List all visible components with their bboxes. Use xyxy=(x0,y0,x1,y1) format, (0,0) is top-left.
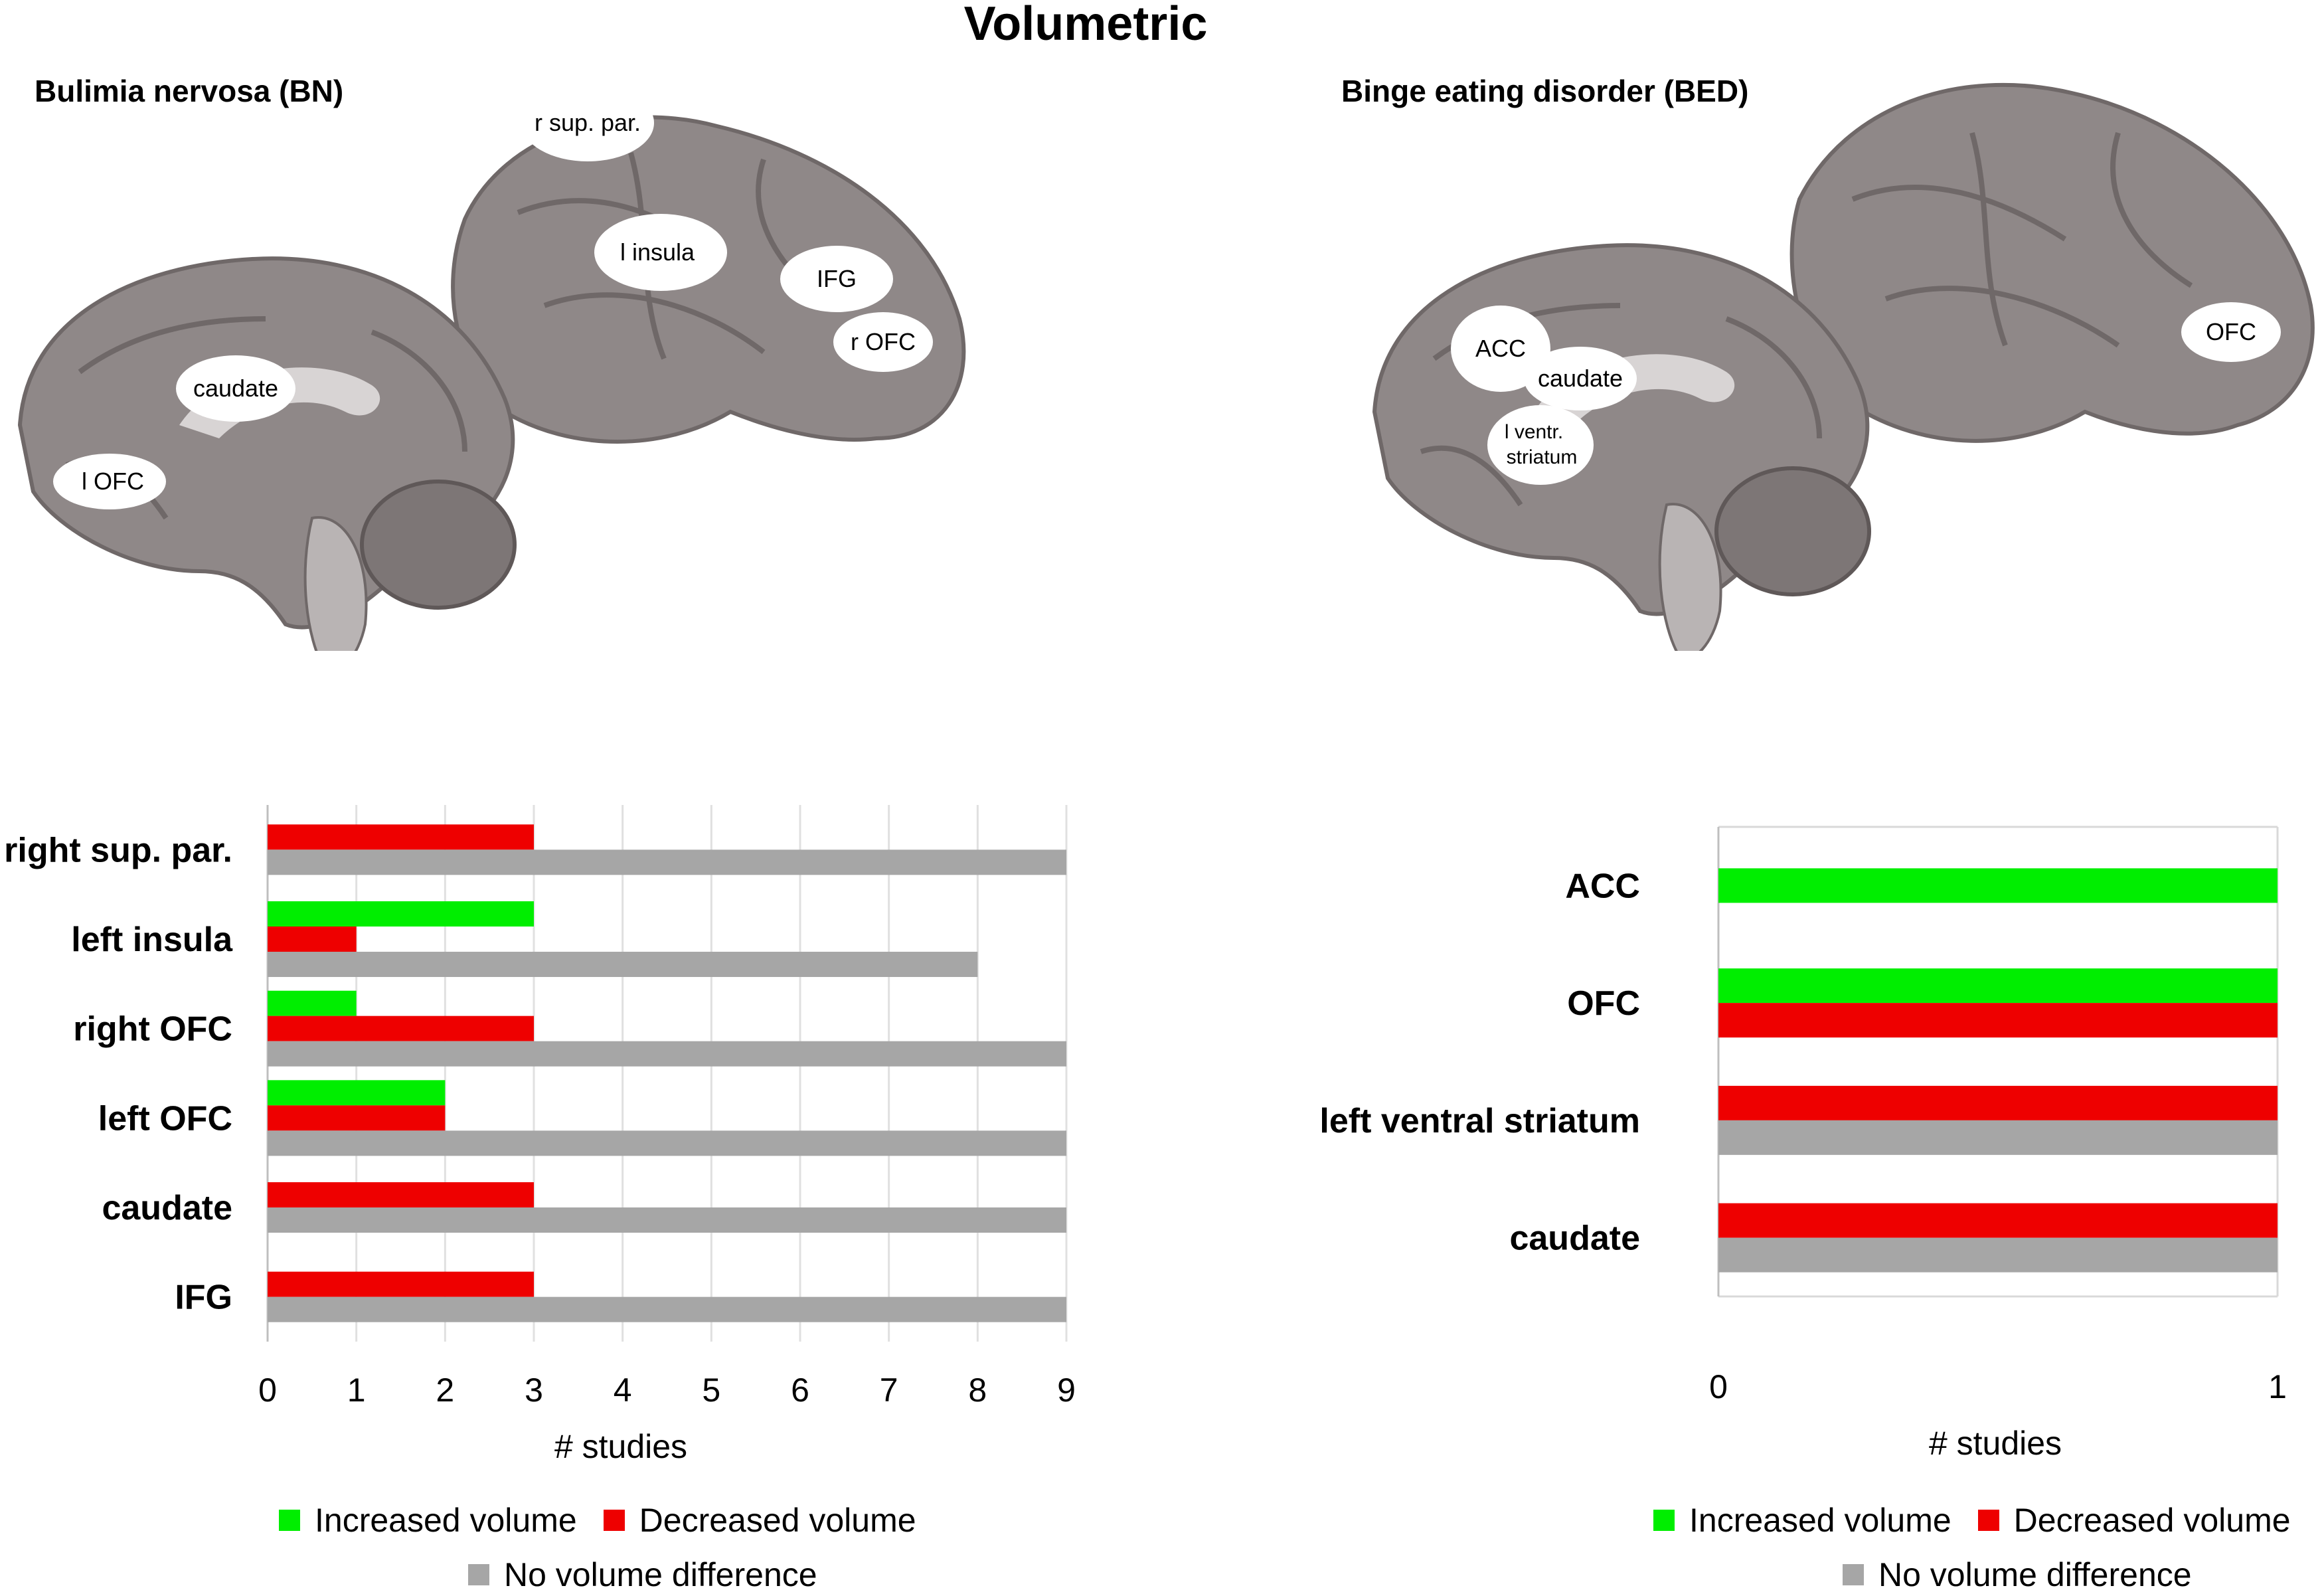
bed-x-axis-label: # studies xyxy=(1929,1425,2062,1461)
bn-region-label-bg xyxy=(594,214,727,291)
legend-decreased-swatch xyxy=(1977,1510,1999,1531)
y-category-label: caudate xyxy=(102,1189,232,1227)
bed-region-label-bg xyxy=(1487,405,1594,485)
y-category-label: left ventral striatum xyxy=(1319,1102,1640,1140)
bn-region-label-bg xyxy=(833,312,933,372)
bed-region-label-bg xyxy=(2181,302,2281,362)
bar-none xyxy=(268,849,1066,875)
bar-decreased xyxy=(1718,1203,2278,1238)
bar-decreased xyxy=(1718,1003,2278,1038)
x-tick-label: 4 xyxy=(614,1372,632,1409)
x-tick-label: 6 xyxy=(791,1372,809,1409)
x-tick-label: 9 xyxy=(1057,1372,1076,1409)
y-category-label: left OFC xyxy=(98,1099,232,1138)
y-category-label: IFG xyxy=(175,1279,232,1317)
legend-increased-swatch xyxy=(1653,1510,1675,1531)
y-category-label: right sup. par. xyxy=(4,831,232,869)
bar-increased xyxy=(268,1080,446,1106)
legend-none-swatch xyxy=(1843,1564,1864,1585)
y-category-label: right OFC xyxy=(73,1010,232,1049)
x-tick-label: 0 xyxy=(1709,1368,1728,1405)
bn-region-label: l insula xyxy=(620,238,695,266)
bar-increased xyxy=(1718,968,2278,1004)
bar-none xyxy=(1718,1237,2278,1273)
bed-brain-illustration: ACC caudate l ventr. striatum OFC xyxy=(1372,82,2315,651)
bn-region-label: caudate xyxy=(193,375,278,402)
legend-decreased-swatch xyxy=(603,1510,625,1531)
bn-legend: Increased volume Decreased volume No vol… xyxy=(0,1501,1162,1594)
legend-decreased-label: Decreased volume xyxy=(2013,1502,2291,1539)
x-tick-label: 1 xyxy=(347,1372,366,1409)
bar-increased xyxy=(268,901,534,927)
x-tick-label: 3 xyxy=(525,1372,543,1409)
bar-increased xyxy=(1718,868,2278,903)
x-tick-label: 2 xyxy=(436,1372,454,1409)
y-category-label: caudate xyxy=(1509,1219,1640,1258)
y-category-label: left insula xyxy=(71,921,233,959)
bn-region-label: r OFC xyxy=(851,328,916,355)
bn-brain-panel: Bulimia nervosa (BN) r sup. par. l insul… xyxy=(0,53,996,651)
bar-none xyxy=(268,1041,1066,1067)
figure-title: Volumetric xyxy=(963,0,1208,50)
bar-increased xyxy=(268,990,357,1016)
bed-brain-panel: Binge eating disorder (BED) ACC caudate … xyxy=(1321,53,2324,651)
bed-panel-title: Binge eating disorder (BED) xyxy=(1341,74,1749,108)
bar-decreased xyxy=(268,1182,534,1207)
bed-legend: Increased volume Decreased volume No vol… xyxy=(1162,1501,2324,1594)
bed-region-label: striatum xyxy=(1507,446,1578,468)
legend-increased-label: Increased volume xyxy=(1689,1502,1951,1539)
bed-region-label: OFC xyxy=(2206,318,2256,345)
bed-region-label-bg xyxy=(1451,306,1550,392)
bar-none xyxy=(1718,1120,2278,1155)
bn-region-label-bg xyxy=(176,355,295,422)
bn-region-label: IFG xyxy=(817,265,857,292)
bar-decreased xyxy=(268,1016,534,1041)
x-tick-label: 8 xyxy=(968,1372,987,1409)
y-category-label: ACC xyxy=(1565,867,1640,905)
legend-none-label: No volume difference xyxy=(504,1556,817,1593)
bn-region-label: r sup. par. xyxy=(535,109,641,136)
bn-panel-title: Bulimia nervosa (BN) xyxy=(35,74,344,108)
bar-none xyxy=(268,952,978,977)
bn-region-label-bg xyxy=(780,246,893,312)
x-tick-label: 5 xyxy=(702,1372,720,1409)
bed-region-label: l ventr. xyxy=(1505,421,1563,443)
bar-decreased xyxy=(268,927,357,952)
bar-none xyxy=(268,1207,1066,1233)
legend-increased-swatch xyxy=(279,1510,300,1531)
bed-bar-chart: # studies 0 1 ACC OFC left ventral striatum c… xyxy=(1319,826,2287,1461)
x-tick-label: 0 xyxy=(258,1372,277,1409)
y-category-label: OFC xyxy=(1567,984,1640,1023)
bed-region-label-bg xyxy=(1524,347,1637,410)
legend-increased-label: Increased volume xyxy=(315,1502,577,1539)
x-tick-label: 1 xyxy=(2268,1368,2287,1405)
bed-region-label: caudate xyxy=(1538,365,1623,392)
bn-bar-chart: # studies 0 1 2 3 4 5 6 7 8 9 right sup. par. left … xyxy=(4,805,1076,1461)
x-tick-label: 7 xyxy=(880,1372,898,1409)
bn-x-axis-label: # studies xyxy=(554,1428,687,1461)
bn-region-label-bg xyxy=(53,454,166,509)
legend-none-swatch xyxy=(468,1564,489,1585)
bar-decreased xyxy=(268,1271,534,1297)
bar-decreased xyxy=(268,1105,446,1131)
legend-decreased-label: Decreased volume xyxy=(639,1502,916,1539)
bed-region-label: ACC xyxy=(1475,335,1526,362)
legend-none-label: No volume difference xyxy=(1878,1556,2192,1593)
bn-region-label: l OFC xyxy=(82,468,144,495)
bn-brain-illustration: r sup. par. l insula IFG r OFC caudate l… xyxy=(17,84,966,651)
bar-decreased xyxy=(1718,1085,2278,1120)
bar-none xyxy=(268,1296,1066,1322)
bar-none xyxy=(268,1130,1066,1156)
bar-decreased xyxy=(268,824,534,850)
bn-region-label-bg xyxy=(521,84,654,161)
